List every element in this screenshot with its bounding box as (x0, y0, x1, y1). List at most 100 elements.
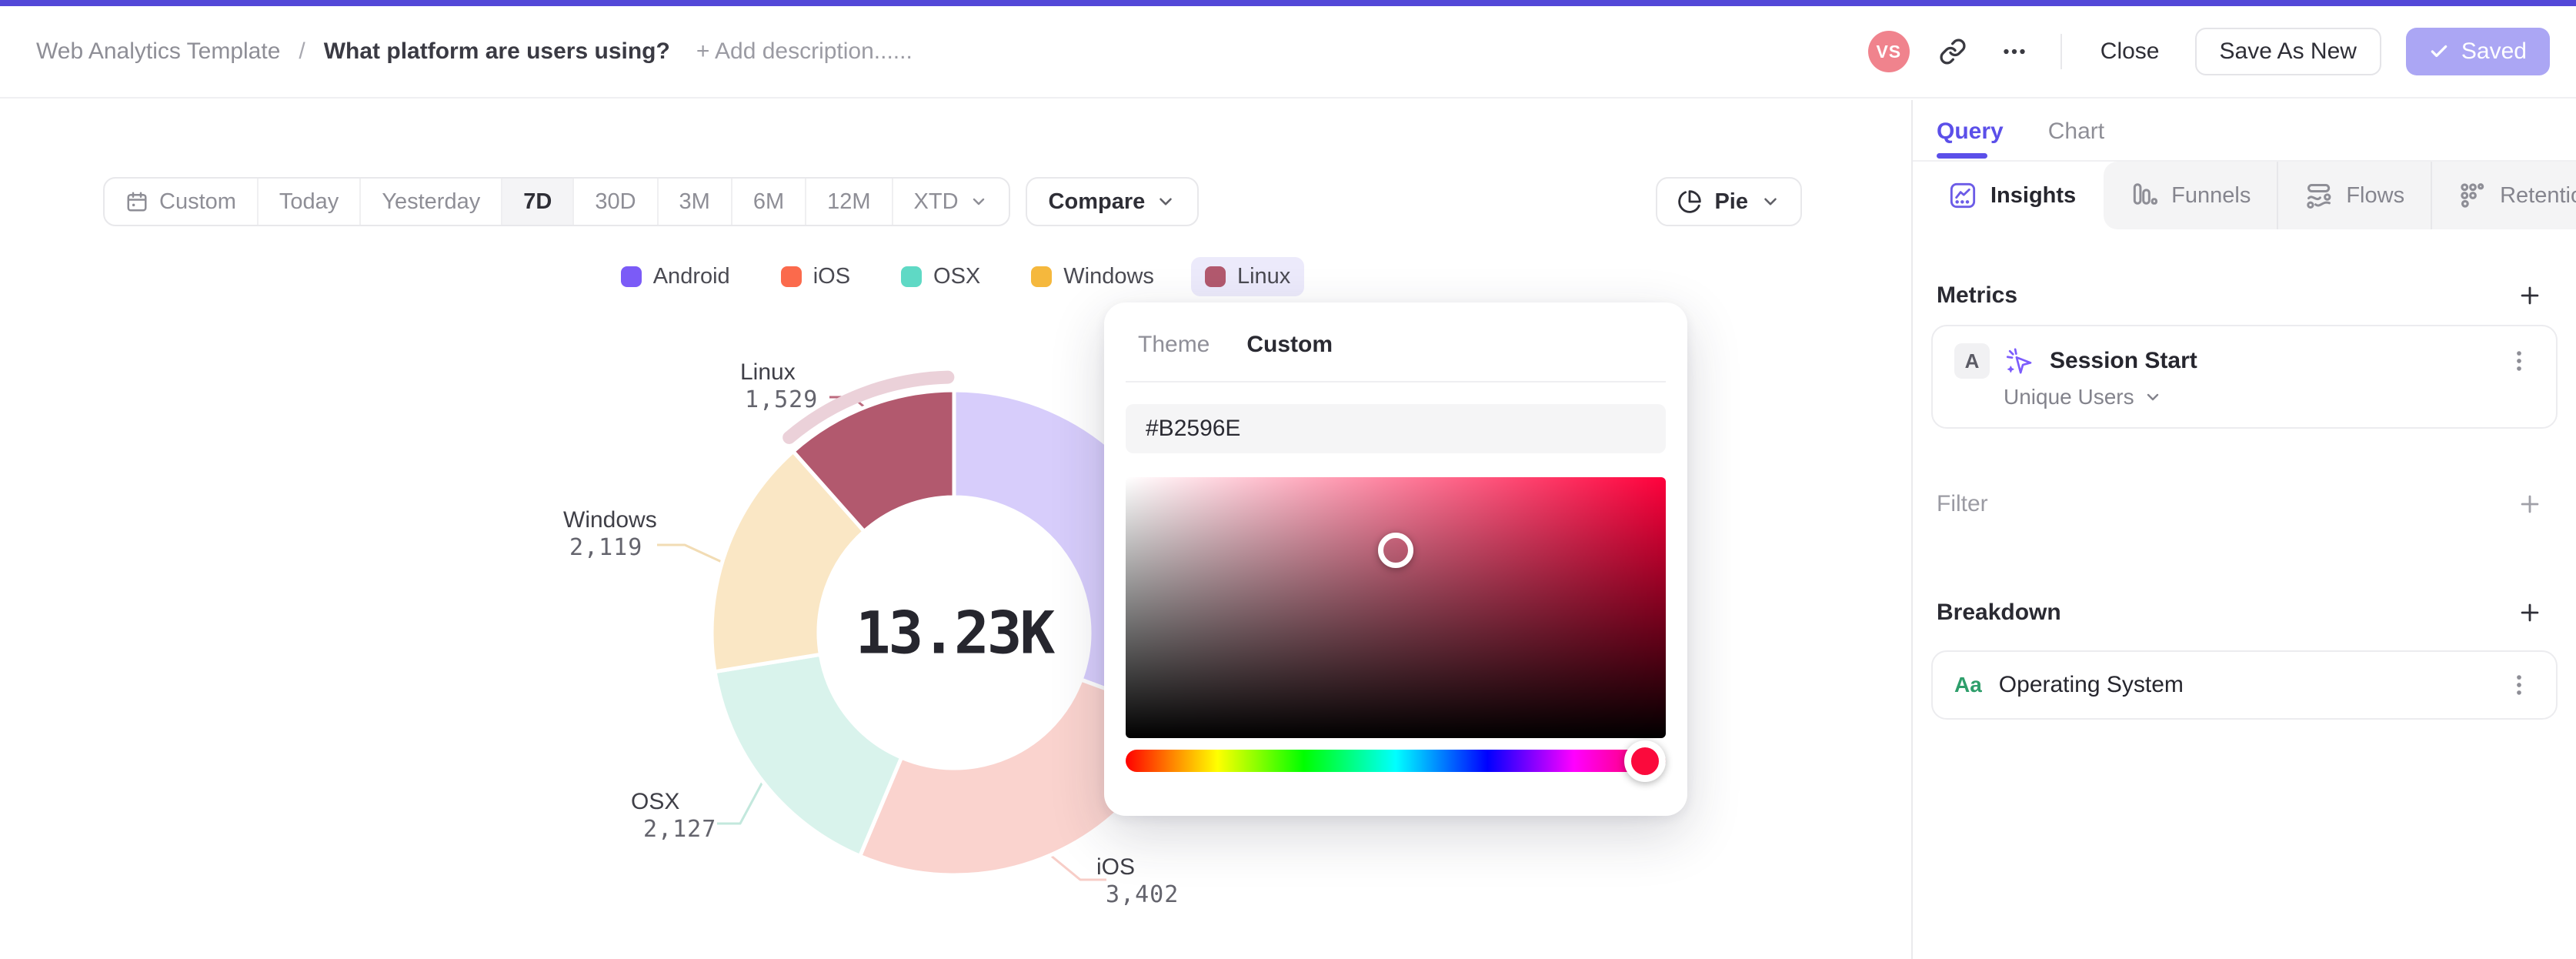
legend-item-osx[interactable]: OSX (887, 257, 994, 296)
breakdown-property-label: Operating System (1998, 672, 2184, 697)
selected-slice-ring (782, 370, 955, 444)
compare-button[interactable]: Compare (1025, 177, 1200, 226)
topbar-actions: VS Close Save As New Saved (1867, 28, 2550, 75)
add-description-button[interactable]: + Add description...... (696, 38, 913, 64)
legend-item-android[interactable]: Android (607, 257, 744, 296)
hue-slider[interactable] (1126, 740, 1667, 782)
breadcrumb-root-link[interactable]: Web Analytics Template (36, 38, 281, 64)
legend-swatch-osx (901, 266, 923, 287)
pie-slice-windows[interactable] (709, 449, 866, 674)
saturation-brightness-area[interactable] (1126, 477, 1666, 738)
saved-button-label: Saved (2461, 38, 2527, 64)
range-7d[interactable]: 7D (502, 179, 575, 225)
tab-query[interactable]: Query (1937, 119, 2004, 144)
hue-slider-thumb[interactable] (1624, 740, 1667, 782)
plus-icon (2521, 603, 2539, 622)
funnels-icon (2134, 183, 2158, 205)
metric-kebab-menu[interactable] (2504, 344, 2534, 378)
compare-label: Compare (1048, 189, 1146, 214)
pie-label-windows: Windows 2,119 (563, 507, 657, 561)
legend-label: OSX (933, 264, 981, 289)
metric-card[interactable]: A Session Start Unique Users (1931, 325, 2558, 429)
label-connector-osx (717, 781, 764, 825)
plus-icon (2521, 286, 2539, 305)
legend-swatch-ios (780, 266, 802, 287)
view-tab-label: Retention (2500, 182, 2576, 208)
saturation-cursor[interactable] (1378, 532, 1413, 568)
save-as-new-button[interactable]: Save As New (2194, 28, 2381, 75)
pie-label-ios: iOS 3,402 (1096, 854, 1180, 908)
legend-item-windows[interactable]: Windows (1017, 257, 1168, 296)
picker-divider (1126, 381, 1666, 383)
calendar-icon (127, 192, 147, 212)
view-tab-funnels[interactable]: Funnels (2104, 162, 2277, 229)
sidebar-tabs: Query Chart (1913, 100, 2576, 145)
view-tab-insights[interactable]: Insights (1937, 162, 2104, 229)
view-tab-retention[interactable]: Retention (2431, 162, 2576, 229)
view-tabs: Insights Funnels Flows Retention (1937, 162, 2576, 229)
range-12m[interactable]: 12M (806, 179, 893, 225)
flows-icon (2307, 184, 2331, 209)
aggregation-label: Unique Users (2004, 385, 2134, 409)
pie-chart-icon (1678, 190, 1702, 213)
add-breakdown-button[interactable] (2513, 596, 2547, 630)
chevron-down-icon (1160, 198, 1173, 206)
legend-label: iOS (813, 264, 851, 289)
topbar-divider (2060, 34, 2062, 69)
chart-legend: Android iOS OSX Windows Linux (0, 257, 1911, 296)
check-icon (2429, 42, 2449, 62)
sidebar-divider (1913, 160, 2576, 162)
range-custom[interactable]: Custom (105, 179, 259, 225)
aggregation-dropdown[interactable]: Unique Users (2004, 385, 2534, 409)
kebab-icon (2517, 351, 2521, 371)
active-tab-indicator (1937, 153, 1987, 159)
add-filter-button[interactable] (2513, 487, 2547, 521)
filter-heading: Filter (1937, 491, 1988, 516)
workspace: Custom Today Yesterday 7D 30D 3M 6M 12M XTD Comp… (0, 100, 2576, 959)
insights-icon (1950, 182, 1976, 209)
breakdown-card[interactable]: Aa Operating System (1931, 650, 2558, 720)
chart-type-button[interactable]: Pie (1656, 177, 1802, 226)
event-sparkle-cursor-icon (2004, 345, 2036, 377)
range-3m[interactable]: 3M (659, 179, 732, 225)
hex-color-input[interactable]: #B2596E (1126, 404, 1666, 453)
chevron-down-icon (1764, 198, 1777, 206)
view-tab-label: Flows (2346, 182, 2405, 208)
breadcrumb-separator: / (299, 38, 305, 64)
date-range-group: Custom Today Yesterday 7D 30D 3M 6M 12M XTD (103, 177, 1010, 226)
view-tab-label: Insights (1990, 182, 2077, 208)
picker-tab-theme[interactable]: Theme (1138, 332, 1210, 357)
color-picker-tabs: Theme Custom (1126, 302, 1666, 358)
range-30d[interactable]: 30D (574, 179, 659, 225)
legend-item-ios[interactable]: iOS (767, 257, 864, 296)
avatar[interactable]: VS (1867, 31, 1910, 72)
legend-label: Linux (1236, 264, 1291, 289)
retention-icon (2461, 183, 2484, 208)
kebab-icon (2517, 675, 2521, 695)
filter-section-header: Filter (1937, 483, 2547, 526)
range-yesterday[interactable]: Yesterday (361, 179, 503, 225)
metrics-heading: Metrics (1937, 282, 2018, 308)
breakdown-kebab-menu[interactable] (2504, 668, 2534, 702)
share-link-icon[interactable] (1934, 33, 1971, 70)
page-title[interactable]: What platform are users using? (323, 38, 670, 64)
more-options-icon[interactable] (1996, 33, 2033, 70)
pie-total-value: 13.23K (855, 598, 1056, 667)
pie-slice-linux[interactable] (791, 388, 956, 533)
pie-slice-osx[interactable] (712, 652, 904, 858)
add-metric-button[interactable] (2513, 279, 2547, 312)
saved-button[interactable]: Saved (2405, 28, 2550, 75)
view-tabs-group: Funnels Flows Retention (2104, 162, 2576, 229)
range-xtd[interactable]: XTD (893, 179, 1009, 225)
close-button[interactable]: Close (2090, 38, 2171, 65)
metric-event-label: Session Start (2050, 348, 2197, 373)
range-today[interactable]: Today (259, 179, 362, 225)
tab-chart[interactable]: Chart (2047, 119, 2105, 144)
range-6m[interactable]: 6M (732, 179, 807, 225)
picker-tab-custom[interactable]: Custom (1246, 332, 1333, 357)
view-tab-flows[interactable]: Flows (2277, 162, 2431, 229)
legend-item-linux[interactable]: Linux (1190, 257, 1305, 296)
color-picker-popover: Theme Custom #B2596E (1104, 302, 1687, 816)
chart-type-label: Pie (1714, 189, 1748, 214)
